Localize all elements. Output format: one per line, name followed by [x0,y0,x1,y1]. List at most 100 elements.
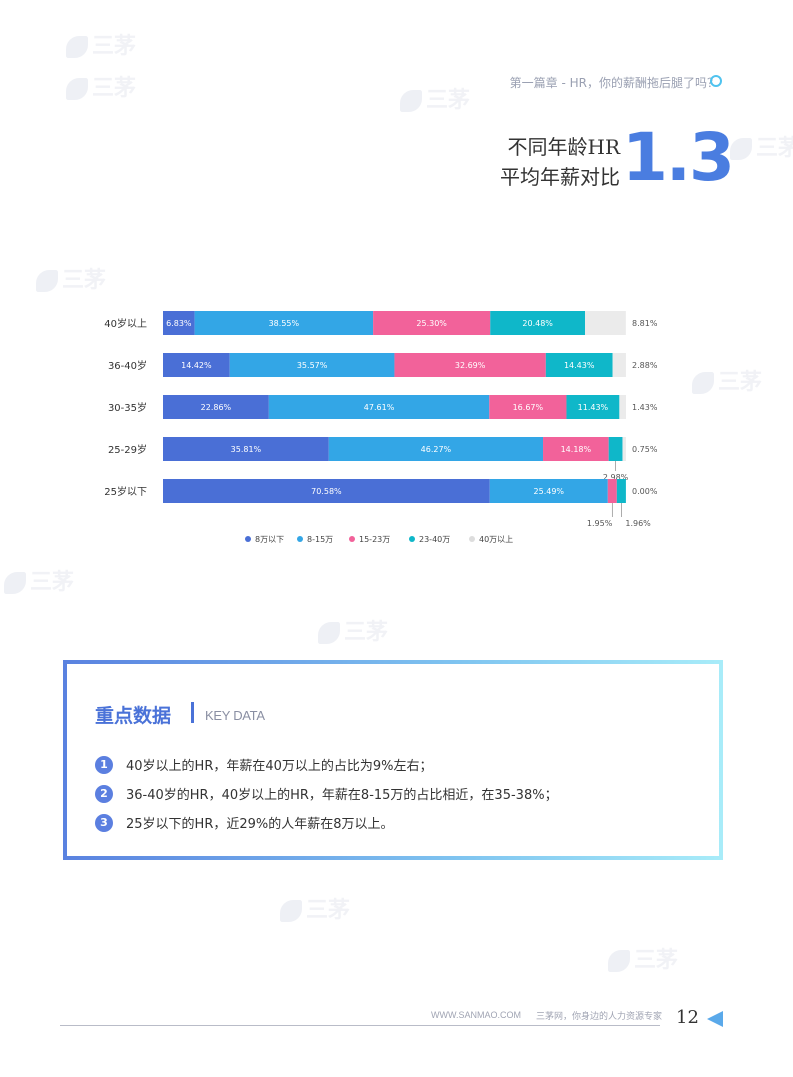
salary-by-age-chart: 40岁以上 6.83% 38.55% 25.30% 20.48% 8.81% 36-40岁 1… [104,311,658,544]
watermark-logo: 三茅 [280,892,350,924]
bar-segment [163,437,329,461]
legend-marker [349,536,355,542]
footer-url[interactable]: WWW.SANMAO.COM [431,1010,521,1020]
list-item: 2 36-40岁的HR，40岁以上的HR，年薪在8-15万的占比相近，在35-3… [95,779,558,808]
legend-label: 40万以上 [479,535,513,544]
data-label: 16.67% [513,403,544,412]
bar-segment [489,479,608,503]
category-label: 36-40岁 [108,359,147,372]
list-item: 3 25岁以下的HR，近29%的人年薪在8万以上。 [95,808,558,837]
data-label: 35.81% [231,445,262,454]
legend-marker [245,536,251,542]
bar-segment [612,353,626,377]
legend-label: 15-23万 [359,535,390,544]
data-label: 0.75% [632,445,658,454]
data-label: 8.81% [632,319,658,328]
bar-segment [394,353,546,377]
data-label: 6.83% [166,319,192,328]
legend-marker [297,536,303,542]
page-title: 不同年龄HR 平均年薪对比 [470,132,620,192]
data-label: 0.00% [632,487,658,496]
watermark-logo: 三茅 [4,564,74,596]
bar-segment [373,311,491,335]
watermark-logo: 三茅 [692,364,762,396]
section-number: 1.3 [622,119,735,196]
watermark-logo: 三茅 [66,70,136,102]
list-item-text: 25岁以下的HR，近29%的人年薪在8万以上。 [126,817,394,832]
key-data-divider [191,702,194,723]
bar-segment [566,395,620,419]
category-label: 40岁以上 [104,317,147,330]
page-title-line2: 平均年薪对比 [500,165,620,189]
page-title-line1: 不同年龄HR [507,135,621,159]
data-label: 11.43% [578,403,609,412]
data-label: 46.27% [421,445,452,454]
data-label: 35.57% [297,361,328,370]
bar-segment [619,395,626,419]
list-item-text: 40岁以上的HR，年薪在40万以上的占比为9%左右； [126,759,433,774]
arrow-left-icon [707,1011,723,1027]
footer-tagline: 三茅网，你身边的人力资源专家 [536,1012,663,1022]
data-label: 70.58% [311,487,342,496]
data-label: 14.43% [564,361,595,370]
watermark-logo: 三茅 [66,28,136,60]
bar-segment [545,353,613,377]
watermark-logo: 三茅 [400,82,470,114]
bar-segment [490,311,586,335]
bar-segment [163,311,195,335]
list-item: 1 40岁以上的HR，年薪在40万以上的占比为9%左右； [95,750,558,779]
legend-marker [409,536,415,542]
legend-label: 8-15万 [307,535,333,544]
data-label: 32.69% [455,361,486,370]
data-label: 1.95% [587,519,613,528]
ring-icon [710,75,722,87]
bar-segment [229,353,395,377]
number-badge: 2 [95,784,113,803]
category-label: 25岁以下 [104,485,147,498]
bar-segment [585,311,626,335]
data-label: 2.88% [632,361,658,370]
page-number: 12 [676,1007,699,1028]
watermark-logo: 三茅 [730,130,793,162]
bar-segment [608,437,623,461]
list-item-text: 36-40岁的HR，40岁以上的HR，年薪在8-15万的占比相近，在35-38%… [126,788,558,803]
category-label: 30-35岁 [108,401,147,414]
data-label: 47.61% [364,403,395,412]
chapter-title: 第一篇章 - HR，你的薪酬拖后腿了吗？ [509,76,719,90]
data-label: 25.30% [416,319,447,328]
bar-segment [607,479,617,503]
data-label: 2.98% [603,473,629,482]
number-badge: 3 [95,813,113,832]
bar-segment [163,395,269,419]
data-label: 1.96% [625,519,651,528]
number-badge: 1 [95,755,113,774]
watermark-logo: 三茅 [318,614,388,646]
bar-segment [489,395,567,419]
data-label: 1.43% [632,403,658,412]
legend-marker [469,536,475,542]
watermark-logo: 三茅 [36,262,106,294]
bar-segment [543,437,609,461]
watermark-logo: 三茅 [608,942,678,974]
bar-segment [163,353,230,377]
key-data-list: 1 40岁以上的HR，年薪在40万以上的占比为9%左右； 2 36-40岁的HR… [95,750,558,837]
bar-segment [194,311,374,335]
data-label: 38.55% [269,319,300,328]
legend-label: 8万以下 [255,535,284,544]
bar-segment [622,437,626,461]
key-data-subtitle: KEY DATA [205,708,265,723]
data-label: 20.48% [522,319,553,328]
bar-segment [268,395,490,419]
data-label: 14.18% [561,445,592,454]
data-label: 25.49% [534,487,565,496]
category-label: 25-29岁 [108,443,147,456]
bar-segment [163,479,490,503]
footer-divider [60,1025,660,1026]
bar-segment [328,437,544,461]
bar-segment [616,479,626,503]
data-label: 14.42% [181,361,212,370]
key-data-panel: 重点数据 KEY DATA 1 40岁以上的HR，年薪在40万以上的占比为9%左… [63,660,723,860]
legend-label: 23-40万 [419,535,450,544]
data-label: 22.86% [201,403,232,412]
key-data-title: 重点数据 [95,705,172,727]
